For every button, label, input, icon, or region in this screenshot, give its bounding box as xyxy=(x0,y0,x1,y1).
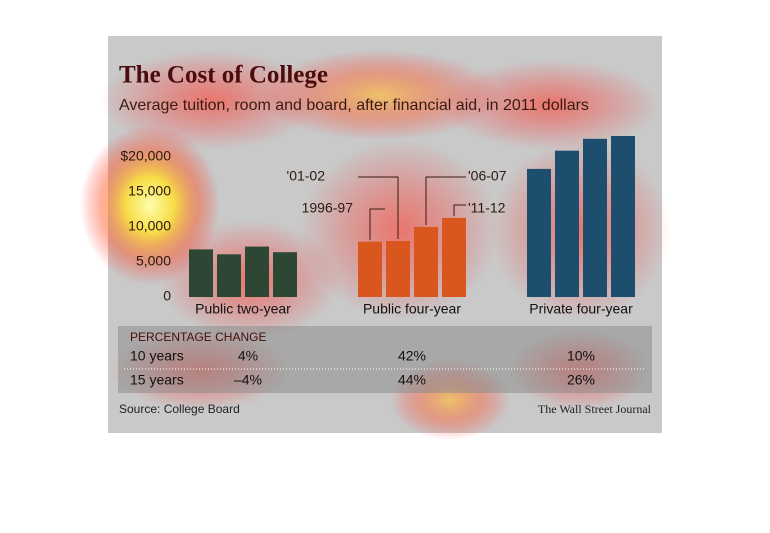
table-box xyxy=(118,326,652,393)
y-tick-label: $20,000 xyxy=(120,148,171,164)
bar xyxy=(611,136,635,297)
x-tick-label: Private four-year xyxy=(529,301,633,317)
series-label: '11-12 xyxy=(468,200,506,216)
chart-subtitle: Average tuition, room and board, after f… xyxy=(119,97,589,114)
table-row-label: 15 years xyxy=(130,372,184,388)
bar xyxy=(217,254,241,297)
bar xyxy=(583,138,607,297)
table-value: 42% xyxy=(398,348,426,364)
callout-line xyxy=(453,204,466,216)
series-label: '01-02 xyxy=(287,168,326,184)
y-tick-label: 10,000 xyxy=(128,218,171,234)
chart-title: The Cost of College xyxy=(119,62,328,89)
x-tick-label: Public four-year xyxy=(363,301,461,317)
callout-line xyxy=(425,176,466,225)
credit: The Wall Street Journal xyxy=(538,402,652,416)
bar xyxy=(189,249,213,297)
table-row-label: 10 years xyxy=(130,348,184,364)
callout-line xyxy=(369,208,385,240)
table-value: 10% xyxy=(567,348,595,364)
bar xyxy=(386,241,410,297)
source: Source: College Board xyxy=(119,402,240,416)
y-tick-label: 15,000 xyxy=(128,183,171,199)
bar xyxy=(527,168,551,297)
table-value: –4% xyxy=(234,372,262,388)
series-label: 1996-97 xyxy=(302,200,354,216)
table-title: PERCENTAGE CHANGE xyxy=(130,330,266,344)
y-tick-label: 0 xyxy=(163,288,171,304)
series-label: '06-07 xyxy=(468,168,507,184)
bar xyxy=(358,241,382,297)
x-tick-label: Public two-year xyxy=(195,301,291,317)
bar xyxy=(555,150,579,297)
table-value: 26% xyxy=(567,372,595,388)
bar xyxy=(414,227,438,297)
bar xyxy=(245,246,269,297)
bar xyxy=(273,252,297,297)
callout-line xyxy=(358,176,399,239)
table-value: 4% xyxy=(238,348,258,364)
y-tick-label: 5,000 xyxy=(136,253,171,269)
table-value: 44% xyxy=(398,372,426,388)
bar xyxy=(442,217,466,297)
